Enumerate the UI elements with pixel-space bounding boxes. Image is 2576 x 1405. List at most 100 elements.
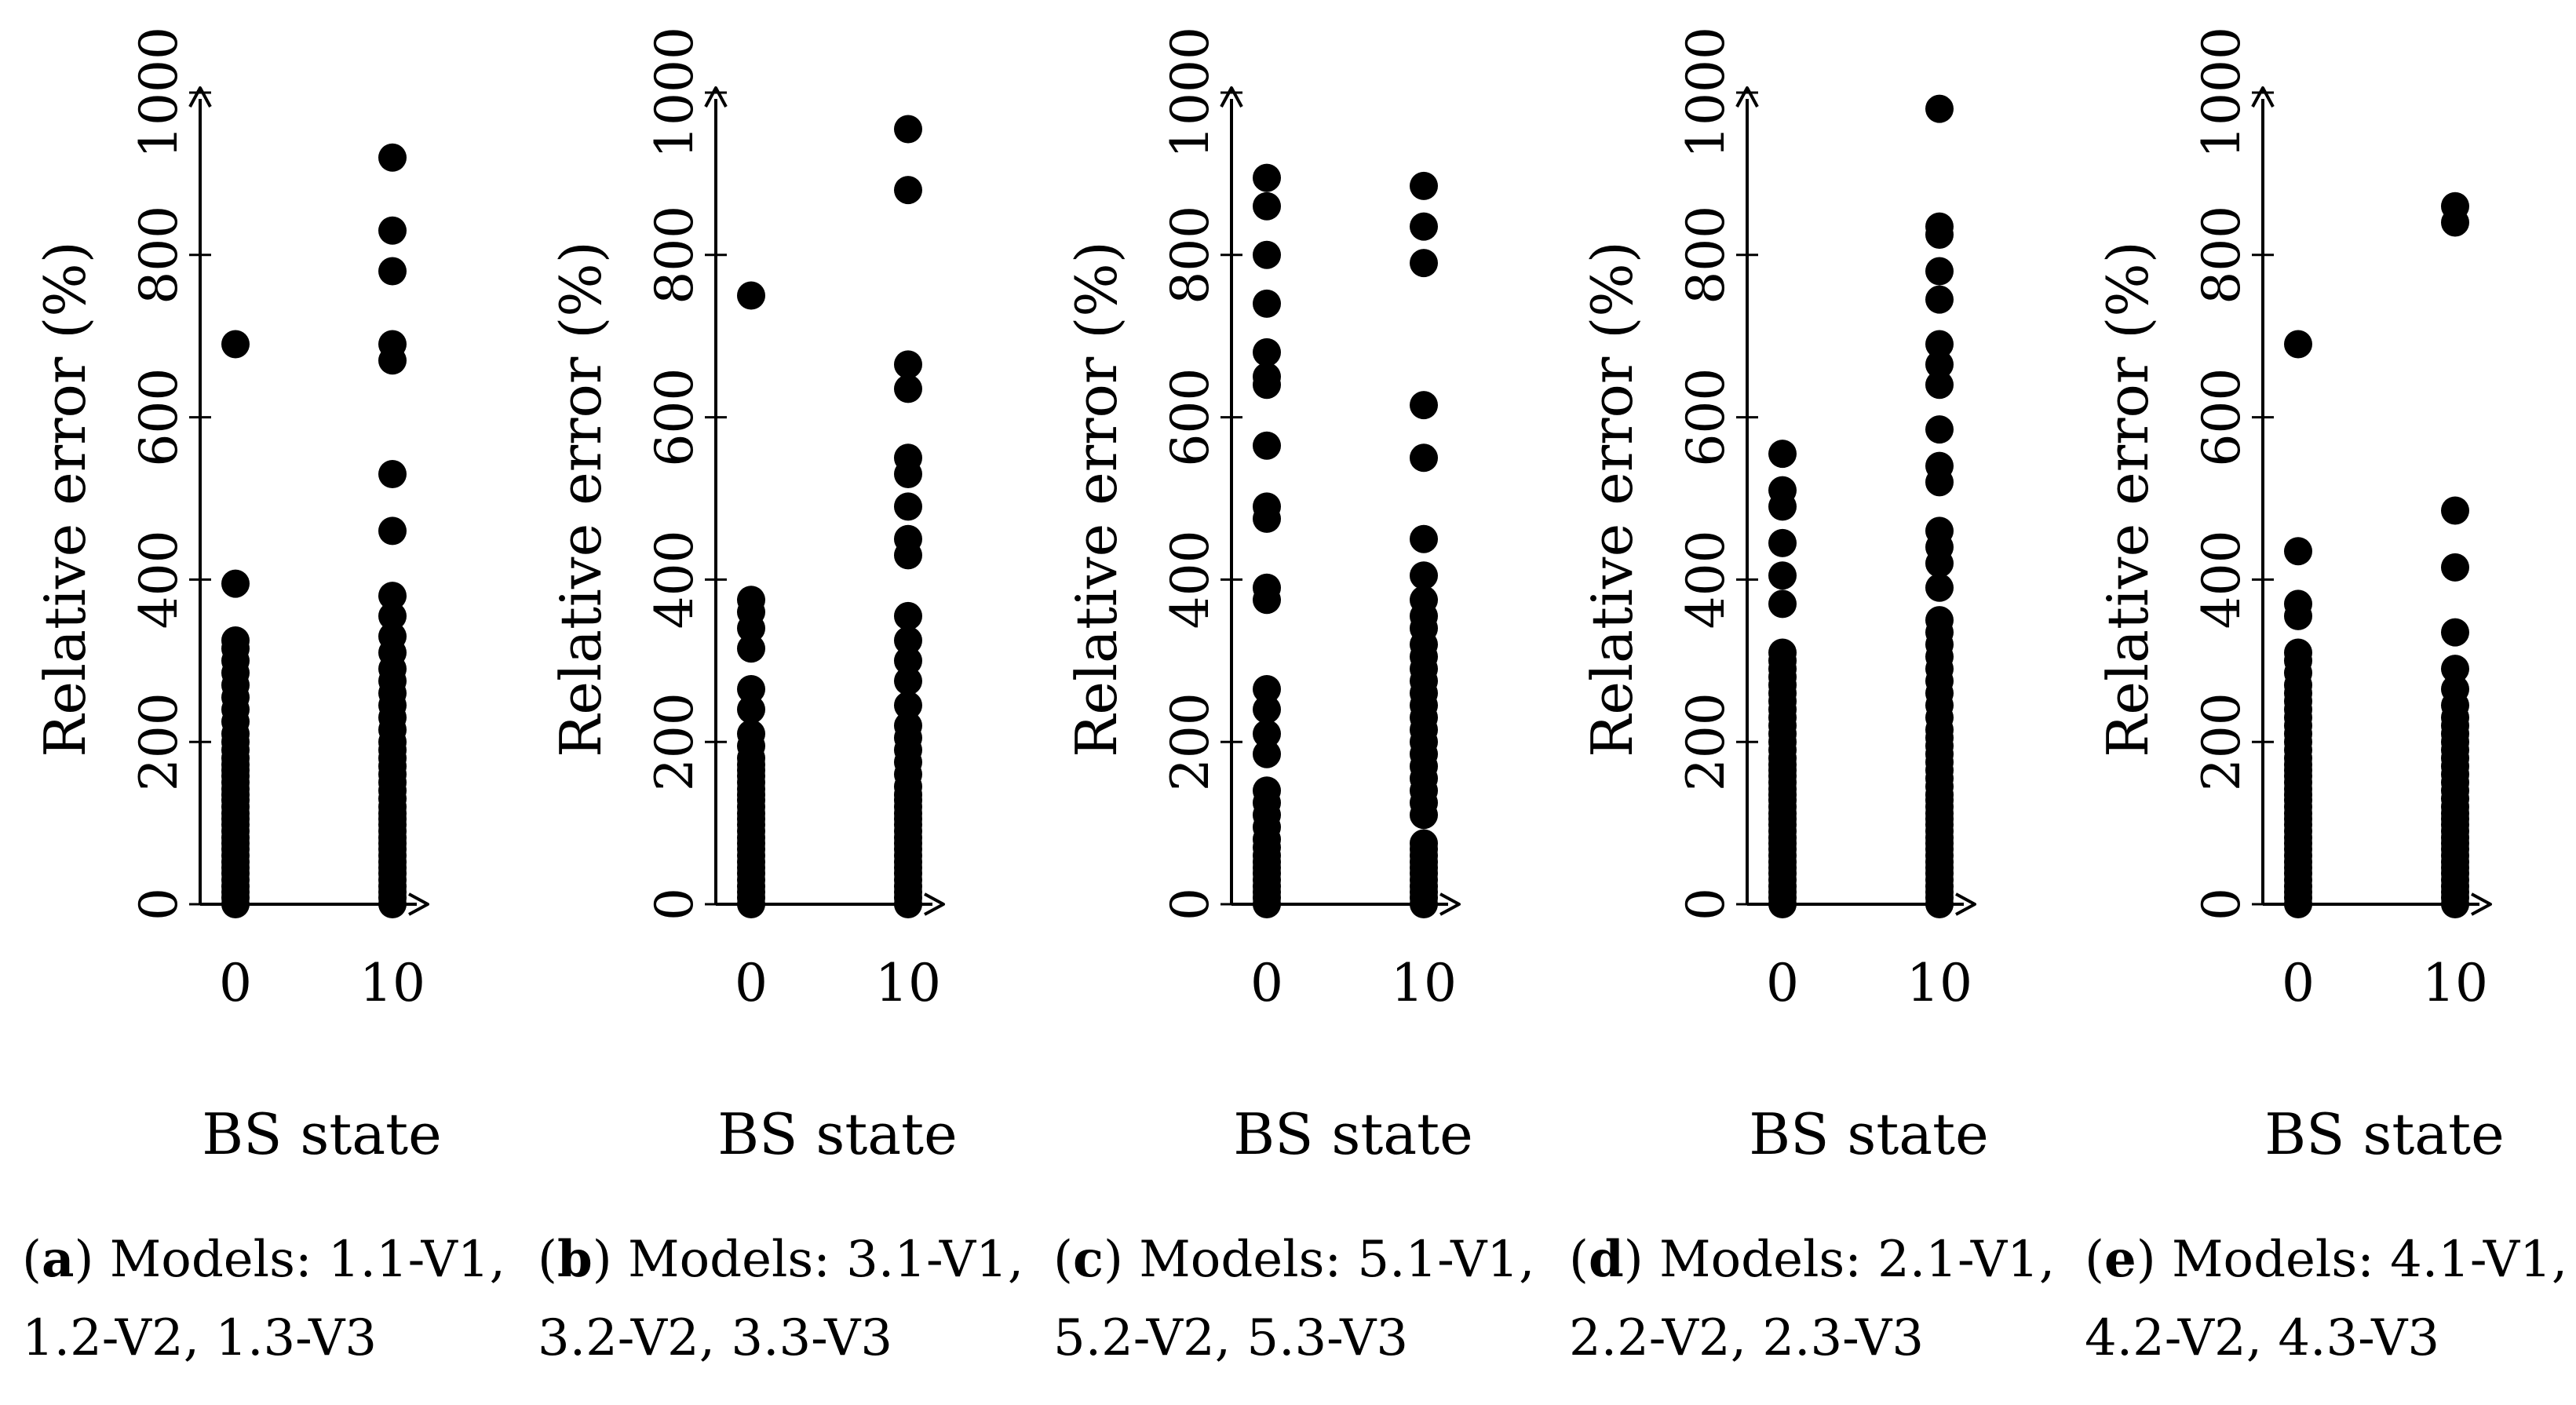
series-bs-state-10 bbox=[2441, 192, 2469, 918]
data-point bbox=[2441, 192, 2469, 221]
y-axis-arrow bbox=[704, 86, 728, 108]
data-point bbox=[894, 601, 922, 630]
data-point bbox=[1410, 443, 1438, 473]
x-tick-label: 10 bbox=[1391, 953, 1457, 1013]
x-tick-label: 0 bbox=[1766, 953, 1799, 1013]
data-point bbox=[1253, 192, 1281, 221]
series-bs-state-10 bbox=[1410, 171, 1438, 918]
data-point bbox=[2284, 638, 2312, 667]
y-tick-label: 1000 bbox=[1160, 27, 1220, 159]
caption-letter: b bbox=[556, 1230, 593, 1289]
caption-models: 3.1-V1, 3.2-V2, 3.3-V3 bbox=[538, 1231, 1024, 1367]
series-bs-state-0 bbox=[737, 281, 765, 918]
y-tick-label: 400 bbox=[129, 530, 189, 629]
data-point bbox=[2284, 537, 2312, 566]
data-point bbox=[737, 586, 765, 615]
data-point bbox=[894, 443, 922, 473]
y-tick-label: 1000 bbox=[129, 27, 189, 159]
series-bs-state-0 bbox=[221, 330, 250, 918]
y-axis-arrow bbox=[1220, 86, 1243, 108]
caption-paren: ( bbox=[538, 1231, 557, 1289]
data-point bbox=[1768, 476, 1797, 505]
x-tick-label: 0 bbox=[1250, 953, 1283, 1013]
x-tick-label: 0 bbox=[219, 953, 252, 1013]
caption-letter: e bbox=[2103, 1230, 2136, 1289]
data-point bbox=[894, 524, 922, 553]
data-point bbox=[894, 115, 922, 144]
caption-paren: ) bbox=[74, 1231, 110, 1289]
caption-e: (e) Models: 4.1-V1, 4.2-V2, 4.3-V3 bbox=[2085, 1221, 2576, 1378]
caption-prefix: Models: bbox=[1139, 1231, 1358, 1289]
data-point bbox=[378, 143, 407, 172]
caption-c: (c) Models: 5.1-V1, 5.2-V2, 5.3-V3 bbox=[1053, 1221, 1556, 1378]
y-axis-title: Relative error (%) bbox=[1064, 241, 1129, 757]
data-point bbox=[1768, 638, 1797, 667]
data-point bbox=[1925, 257, 1954, 286]
x-axis-title: BS state bbox=[202, 1101, 441, 1167]
caption-prefix: Models: bbox=[628, 1231, 847, 1289]
data-point bbox=[894, 350, 922, 379]
data-point bbox=[2441, 496, 2469, 525]
chart-panel-e: 0 200 400 600 800 1000 0 10 Relative error (%) BS… bbox=[2095, 27, 2505, 1167]
chart-panel-a: 0 200 400 600 800 1000 0 10 Relative error (%) BS… bbox=[32, 27, 442, 1167]
y-tick-label: 200 bbox=[2191, 692, 2252, 791]
x-axis-title: BS state bbox=[2264, 1101, 2504, 1167]
caption-prefix: Models: bbox=[109, 1231, 328, 1289]
data-point bbox=[1410, 561, 1438, 590]
data-point bbox=[1925, 451, 1954, 480]
data-point bbox=[2441, 618, 2469, 647]
chart-panel-d: 0 200 400 600 800 1000 0 10 Relative error (%) BS… bbox=[1579, 27, 1989, 1167]
y-tick-label: 600 bbox=[1676, 368, 1736, 467]
data-point bbox=[2441, 655, 2469, 684]
y-tick-label: 200 bbox=[129, 692, 189, 791]
data-point bbox=[378, 257, 407, 286]
data-point bbox=[894, 626, 922, 655]
data-point bbox=[1410, 524, 1438, 553]
data-point bbox=[1253, 776, 1281, 805]
data-point bbox=[1253, 431, 1281, 460]
y-tick-label: 1000 bbox=[644, 27, 705, 159]
data-point bbox=[1253, 240, 1281, 269]
caption-letter: c bbox=[1072, 1230, 1104, 1289]
y-tick-label: 0 bbox=[1160, 888, 1220, 921]
y-tick-label: 200 bbox=[1676, 692, 1736, 791]
data-point bbox=[221, 330, 250, 359]
data-point bbox=[737, 281, 765, 310]
data-point bbox=[894, 646, 922, 675]
caption-a: (a) Models: 1.1-V1, 1.2-V2, 1.3-V3 bbox=[22, 1221, 524, 1378]
y-tick-label: 1000 bbox=[2191, 27, 2252, 159]
y-axis-arrow bbox=[1735, 86, 1759, 108]
data-point bbox=[1410, 829, 1438, 858]
data-point bbox=[378, 601, 407, 630]
x-axis-arrow bbox=[408, 892, 429, 916]
data-point bbox=[1768, 561, 1797, 590]
data-point bbox=[1410, 171, 1438, 200]
series-bs-state-10 bbox=[1925, 94, 1954, 918]
caption-paren: ) bbox=[2136, 1231, 2172, 1289]
y-tick-label: 400 bbox=[1676, 530, 1736, 629]
data-point bbox=[2441, 674, 2469, 703]
series-bs-state-10 bbox=[378, 143, 407, 918]
x-axis-title: BS state bbox=[1233, 1101, 1472, 1167]
caption-d: (d) Models: 2.1-V1, 2.2-V2, 2.3-V3 bbox=[1569, 1221, 2071, 1378]
data-point bbox=[1925, 330, 1954, 359]
data-point bbox=[1925, 516, 1954, 546]
data-point bbox=[1253, 163, 1281, 192]
series-bs-state-0 bbox=[1768, 440, 1797, 918]
x-axis-arrow bbox=[924, 892, 945, 916]
data-point bbox=[894, 492, 922, 521]
data-point bbox=[1768, 589, 1797, 619]
data-point bbox=[1410, 212, 1438, 241]
x-axis-title: BS state bbox=[717, 1101, 957, 1167]
data-point bbox=[2441, 553, 2469, 582]
y-tick-label: 800 bbox=[129, 206, 189, 305]
data-point bbox=[221, 626, 250, 655]
caption-models: 5.1-V1, 5.2-V2, 5.3-V3 bbox=[1053, 1231, 1535, 1367]
data-point bbox=[1410, 249, 1438, 278]
data-point bbox=[737, 634, 765, 663]
data-point bbox=[1253, 289, 1281, 318]
data-point bbox=[378, 622, 407, 651]
data-point bbox=[1925, 370, 1954, 400]
y-tick-label: 600 bbox=[129, 368, 189, 467]
series-bs-state-10 bbox=[894, 115, 922, 918]
